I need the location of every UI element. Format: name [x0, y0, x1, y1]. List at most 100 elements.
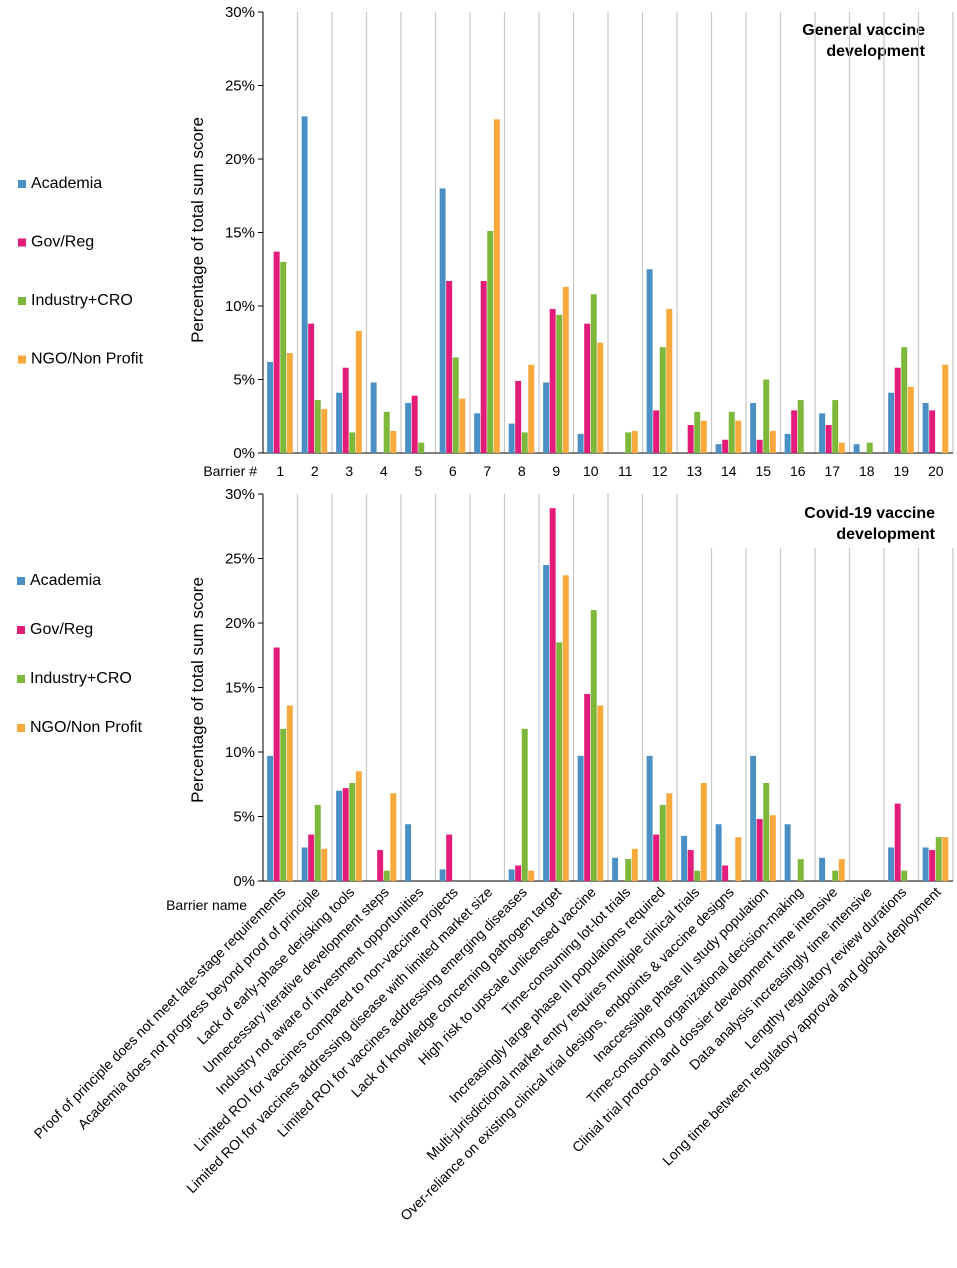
- bar-academia-14: [715, 444, 722, 453]
- bar-gov-reg-9: [549, 308, 556, 453]
- bar-industry-cro-2: [314, 400, 321, 453]
- bar-gov-reg-5: [411, 395, 418, 453]
- bar-academia-15: [750, 755, 757, 881]
- bar-academia-20: [922, 403, 929, 453]
- bar-industry-cro-17: [832, 870, 839, 881]
- barrier-number: 18: [859, 463, 875, 479]
- bar-gov-reg-3: [342, 788, 349, 881]
- bar-academia-14: [715, 824, 722, 881]
- bar-gov-reg-2: [308, 323, 315, 453]
- bar-gov-reg-20: [929, 410, 936, 453]
- bar-ngo-non-profit-14: [735, 837, 742, 881]
- bar-industry-cro-8: [521, 432, 528, 453]
- bar-ngo-non-profit-17: [838, 859, 845, 881]
- bar-gov-reg-14: [722, 865, 729, 881]
- bar-academia-3: [336, 790, 343, 881]
- barrier-number: 2: [311, 463, 319, 479]
- barrier-number: 9: [552, 463, 560, 479]
- legend-general: Academia Gov/Reg Industry+CRO NGO/Non Profi…: [18, 175, 144, 368]
- panel-title-general: General vaccine: [802, 22, 925, 39]
- legend-swatch: [17, 724, 25, 732]
- bar-ngo-non-profit-1: [286, 705, 293, 881]
- bar-gov-reg-7: [480, 281, 487, 453]
- bar-industry-cro-12: [659, 804, 666, 881]
- bar-academia-5: [405, 403, 412, 453]
- bar-industry-cro-10: [590, 294, 597, 453]
- bar-ngo-non-profit-15: [769, 815, 776, 881]
- bar-gov-reg-3: [342, 367, 349, 453]
- legend-label: Gov/Reg: [31, 234, 94, 251]
- bar-ngo-non-profit-4: [390, 793, 397, 881]
- bar-industry-cro-15: [763, 782, 770, 881]
- bar-ngo-non-profit-6: [459, 398, 466, 453]
- bar-academia-3: [336, 392, 343, 453]
- barrier-number: 3: [345, 463, 353, 479]
- panel-title-covid-line2: development: [836, 526, 935, 543]
- y-tick-label: 15%: [225, 225, 255, 242]
- bar-industry-cro-13: [694, 870, 701, 881]
- bar-ngo-non-profit-13: [700, 420, 707, 453]
- barrier-number: 1: [276, 463, 284, 479]
- bar-ngo-non-profit-3: [355, 330, 362, 453]
- bar-academia-9: [543, 382, 550, 453]
- bar-industry-cro-4: [383, 870, 390, 881]
- bar-gov-reg-9: [549, 508, 556, 881]
- bar-gov-reg-20: [929, 850, 936, 881]
- barrier-number: 16: [790, 463, 806, 479]
- bar-ngo-non-profit-8: [528, 870, 535, 881]
- bar-academia-1: [267, 755, 274, 881]
- bar-gov-reg-15: [756, 819, 763, 881]
- bar-industry-cro-13: [694, 411, 701, 453]
- bar-ngo-non-profit-8: [528, 364, 535, 453]
- bar-industry-cro-18: [866, 442, 873, 453]
- barrier-number: 8: [518, 463, 526, 479]
- barrier-number: 4: [380, 463, 388, 479]
- x-axis-title-covid: Barrier name: [166, 897, 247, 913]
- barrier-number: 20: [928, 463, 944, 479]
- bar-industry-cro-15: [763, 379, 770, 453]
- y-tick-label: 20%: [225, 615, 255, 632]
- barrier-number: 13: [686, 463, 702, 479]
- bar-gov-reg-8: [515, 865, 522, 881]
- bar-academia-19: [888, 847, 895, 881]
- bar-industry-cro-19: [901, 870, 908, 881]
- legend-swatch: [17, 577, 25, 585]
- legend-label: Industry+CRO: [31, 292, 133, 309]
- legend-label: Academia: [30, 572, 101, 589]
- bar-gov-reg-19: [894, 367, 901, 453]
- y-tick-label: 5%: [233, 372, 255, 389]
- legend-label: NGO/Non Profit: [31, 351, 144, 368]
- y-axis-title-covid: Percentage of total sum score: [188, 577, 207, 803]
- barrier-number: 14: [721, 463, 737, 479]
- bar-industry-cro-9: [556, 314, 563, 453]
- y-tick-label: 10%: [225, 744, 255, 761]
- bar-academia-6: [439, 188, 446, 453]
- bar-gov-reg-10: [584, 693, 591, 881]
- barrier-number: 6: [449, 463, 457, 479]
- y-tick-label: 0%: [233, 873, 255, 890]
- panel-title-covid: Covid-19 vaccine: [804, 505, 935, 522]
- bar-academia-6: [439, 869, 446, 881]
- bar-industry-cro-6: [452, 357, 459, 453]
- y-tick-label: 30%: [225, 4, 255, 21]
- bar-industry-cro-3: [349, 432, 356, 453]
- bar-ngo-non-profit-12: [666, 308, 673, 453]
- bar-ngo-non-profit-20: [942, 364, 949, 453]
- bar-academia-9: [543, 564, 550, 881]
- bar-industry-cro-20: [935, 837, 942, 881]
- barrier-number: 15: [755, 463, 771, 479]
- y-tick-label: 25%: [225, 551, 255, 568]
- bar-academia-16: [784, 433, 791, 453]
- bar-industry-cro-9: [556, 642, 563, 881]
- barrier-number: 11: [618, 463, 633, 479]
- bar-ngo-non-profit-20: [942, 837, 949, 881]
- bar-academia-15: [750, 403, 757, 453]
- legend-swatch: [18, 180, 26, 188]
- bar-gov-reg-6: [446, 281, 453, 453]
- bar-industry-cro-3: [349, 782, 356, 881]
- bar-ngo-non-profit-13: [700, 782, 707, 881]
- bar-industry-cro-11: [625, 432, 632, 453]
- bar-industry-cro-10: [590, 610, 597, 881]
- bar-ngo-non-profit-19: [907, 386, 914, 453]
- bar-academia-20: [922, 847, 929, 881]
